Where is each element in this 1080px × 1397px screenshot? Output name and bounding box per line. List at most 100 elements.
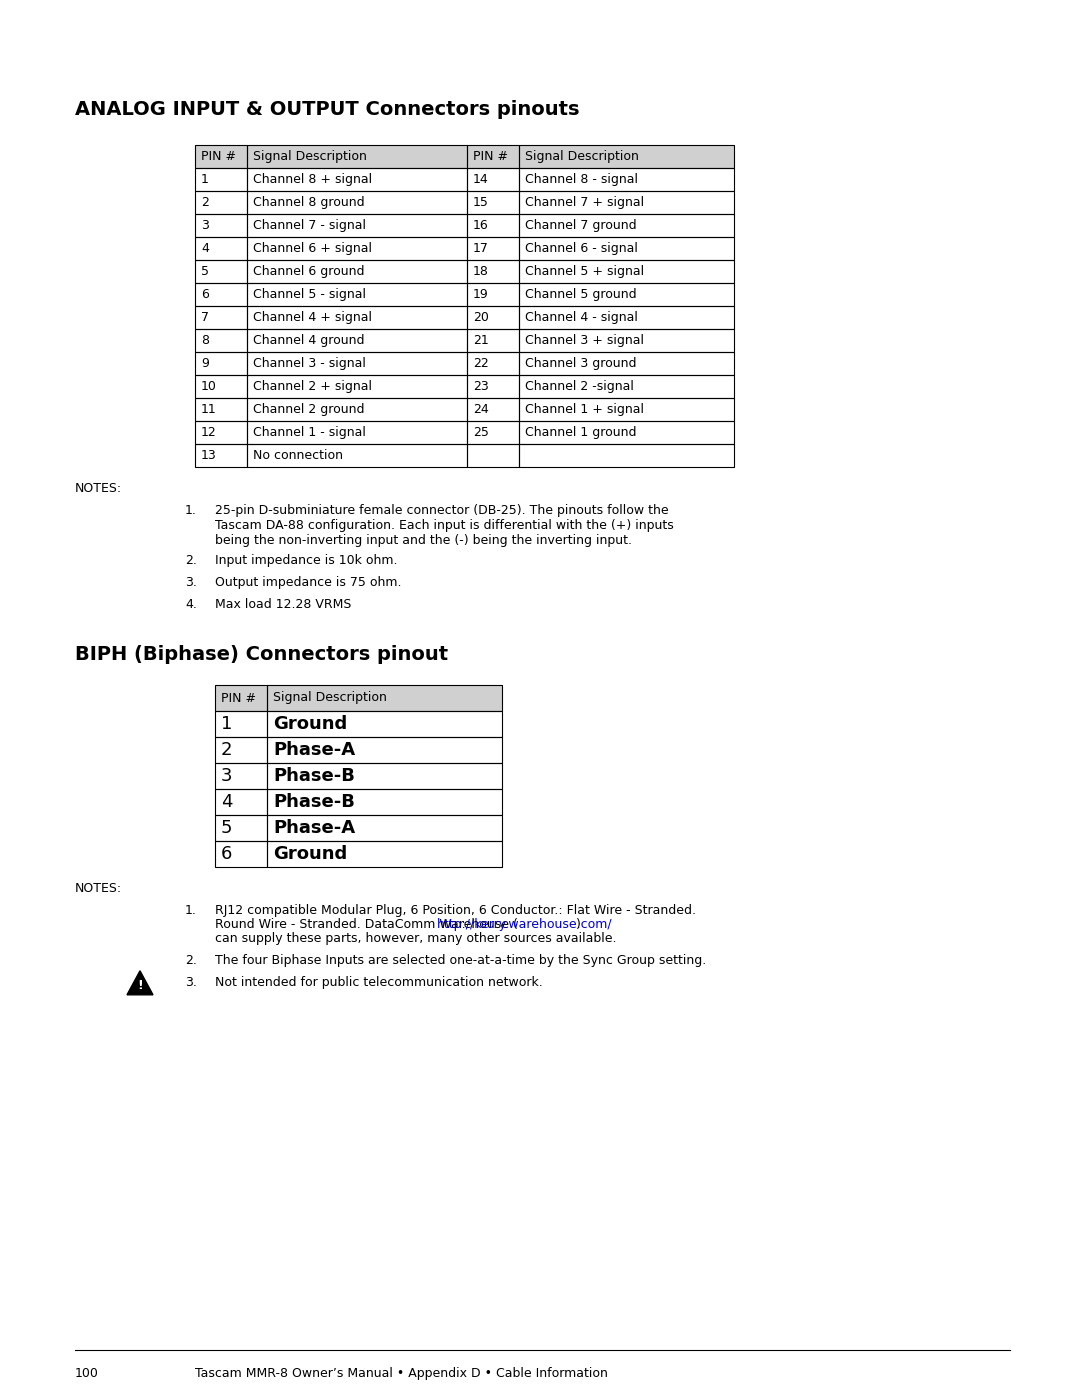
Bar (467, 214, 519, 237)
Bar (195, 260, 247, 284)
Text: Channel 1 - signal: Channel 1 - signal (253, 426, 366, 439)
Text: Channel 3 + signal: Channel 3 + signal (525, 334, 644, 346)
Bar (519, 420, 734, 444)
Text: 1: 1 (221, 715, 232, 733)
Text: 6: 6 (201, 288, 208, 300)
Bar (195, 237, 247, 260)
Text: Signal Description: Signal Description (253, 149, 367, 163)
Bar (215, 685, 267, 711)
Text: 17: 17 (473, 242, 489, 256)
Text: NOTES:: NOTES: (75, 882, 122, 895)
Text: Channel 6 ground: Channel 6 ground (253, 265, 365, 278)
Text: Channel 4 + signal: Channel 4 + signal (253, 312, 372, 324)
Text: 4: 4 (201, 242, 208, 256)
Text: 15: 15 (473, 196, 489, 210)
Text: 24: 24 (473, 402, 489, 416)
Bar (247, 374, 467, 398)
Bar (267, 841, 502, 868)
Text: 21: 21 (473, 334, 489, 346)
Bar (247, 214, 467, 237)
Text: Phase-A: Phase-A (273, 819, 355, 837)
Text: Channel 8 ground: Channel 8 ground (253, 196, 365, 210)
Bar (247, 237, 467, 260)
Text: PIN #: PIN # (201, 149, 237, 163)
Text: PIN #: PIN # (473, 149, 508, 163)
Text: Channel 1 + signal: Channel 1 + signal (525, 402, 644, 416)
Text: Channel 1 ground: Channel 1 ground (525, 426, 636, 439)
Bar (267, 685, 502, 711)
Bar (215, 711, 267, 738)
Text: Tascam MMR-8 Owner’s Manual • Appendix D • Cable Information: Tascam MMR-8 Owner’s Manual • Appendix D… (195, 1368, 608, 1380)
Text: Signal Description: Signal Description (273, 692, 387, 704)
Bar (519, 352, 734, 374)
Bar (247, 260, 467, 284)
Text: Channel 5 ground: Channel 5 ground (525, 288, 636, 300)
Bar (519, 145, 734, 168)
Bar (467, 420, 519, 444)
Bar (195, 306, 247, 330)
Bar (195, 214, 247, 237)
Bar (467, 444, 519, 467)
Bar (467, 374, 519, 398)
Text: Output impedance is 75 ohm.: Output impedance is 75 ohm. (215, 576, 402, 590)
Bar (247, 284, 467, 306)
Bar (467, 191, 519, 214)
Bar (247, 398, 467, 420)
Text: ): ) (576, 918, 580, 930)
Bar (519, 237, 734, 260)
Bar (519, 168, 734, 191)
Bar (267, 738, 502, 763)
Text: Max load 12.28 VRMS: Max load 12.28 VRMS (215, 598, 351, 610)
Text: 2: 2 (201, 196, 208, 210)
Text: No connection: No connection (253, 448, 343, 462)
Text: 5: 5 (201, 265, 210, 278)
Text: !: ! (137, 979, 143, 992)
Bar (467, 237, 519, 260)
Bar (467, 352, 519, 374)
Text: The four Biphase Inputs are selected one-at-a-time by the Sync Group setting.: The four Biphase Inputs are selected one… (215, 954, 706, 967)
Text: Phase-A: Phase-A (273, 740, 355, 759)
Text: 6: 6 (221, 845, 232, 863)
Bar (195, 374, 247, 398)
Text: PIN #: PIN # (221, 692, 256, 704)
Text: 1.: 1. (185, 504, 197, 517)
Bar (519, 374, 734, 398)
Bar (215, 841, 267, 868)
Text: 1.: 1. (185, 904, 197, 916)
Text: Channel 7 + signal: Channel 7 + signal (525, 196, 644, 210)
Text: 4.: 4. (185, 598, 197, 610)
Bar (195, 420, 247, 444)
Text: BIPH (Biphase) Connectors pinout: BIPH (Biphase) Connectors pinout (75, 645, 448, 664)
Bar (519, 330, 734, 352)
Bar (519, 306, 734, 330)
Bar (247, 306, 467, 330)
Bar (215, 685, 502, 711)
Text: http://kerry.warehouse.com/: http://kerry.warehouse.com/ (436, 918, 612, 930)
Bar (267, 763, 502, 789)
Bar (467, 284, 519, 306)
Text: Channel 5 + signal: Channel 5 + signal (525, 265, 644, 278)
Bar (519, 191, 734, 214)
Text: Channel 2 + signal: Channel 2 + signal (253, 380, 372, 393)
Text: Channel 8 - signal: Channel 8 - signal (525, 173, 638, 186)
Text: 10: 10 (201, 380, 217, 393)
Text: 3.: 3. (185, 576, 197, 590)
Bar (195, 444, 247, 467)
Text: Not intended for public telecommunication network.: Not intended for public telecommunicatio… (215, 977, 543, 989)
Text: Channel 7 - signal: Channel 7 - signal (253, 219, 366, 232)
Bar (215, 738, 267, 763)
Text: 23: 23 (473, 380, 489, 393)
Bar (519, 398, 734, 420)
Text: can supply these parts, however, many other sources available.: can supply these parts, however, many ot… (215, 932, 617, 944)
Bar (267, 711, 502, 738)
Text: 3: 3 (221, 767, 232, 785)
Bar (247, 168, 467, 191)
Text: 13: 13 (201, 448, 217, 462)
Text: 22: 22 (473, 358, 489, 370)
Text: Channel 3 ground: Channel 3 ground (525, 358, 636, 370)
Bar (195, 352, 247, 374)
Text: 11: 11 (201, 402, 217, 416)
Text: 7: 7 (201, 312, 210, 324)
Bar (195, 191, 247, 214)
Bar (467, 330, 519, 352)
